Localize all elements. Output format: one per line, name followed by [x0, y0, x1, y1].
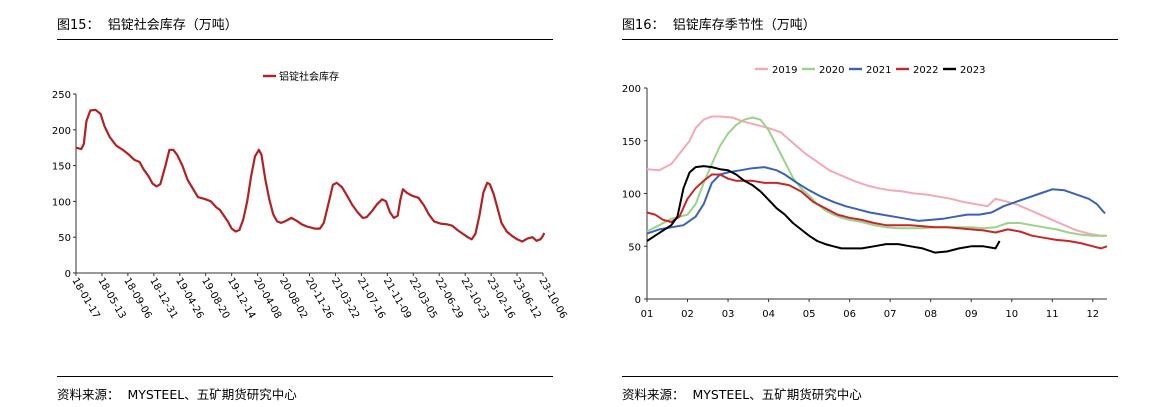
- legend-label: 2022: [913, 65, 938, 76]
- series-line: [646, 173, 1108, 250]
- title-rule: [622, 39, 1118, 40]
- legend-label: 2023: [960, 65, 985, 76]
- x-tick-label: 06: [843, 309, 856, 320]
- y-tick-label: 150: [622, 137, 641, 148]
- series-line: [646, 166, 1106, 235]
- y-tick-label: 0: [635, 295, 641, 306]
- source-rule: [622, 376, 1118, 377]
- legend-label: 2019: [772, 65, 797, 76]
- chart-panel-right: 图16： 铝锭库存季节性（万吨） 0 50 100 150 200 01 02 03 04 05 0…: [622, 0, 1118, 407]
- y-tick-label: 200: [622, 84, 641, 95]
- x-tick-label: 03: [722, 309, 735, 320]
- x-tick-label: 08: [924, 309, 937, 320]
- y-tick-label: 0: [65, 269, 71, 280]
- legend-label: 2021: [866, 65, 891, 76]
- y-tick-label: 150: [52, 162, 71, 173]
- y-tick-label: 200: [52, 126, 71, 137]
- x-tick-label: 05: [803, 309, 816, 320]
- x-tick-label: 12: [1086, 309, 1099, 320]
- y-tick-label: 50: [58, 233, 71, 244]
- x-tick-label: 02: [681, 309, 694, 320]
- legend-label: 铝锭社会库存: [279, 70, 339, 83]
- legend-label: 2020: [819, 65, 844, 76]
- series-line: [75, 108, 546, 243]
- x-tick-label: 11: [1046, 309, 1059, 320]
- source-note: 资料来源： MYSTEEL、五矿期货研究中心: [57, 387, 297, 402]
- x-tick-label: 04: [762, 309, 775, 320]
- figure-title: 图15： 铝锭社会库存（万吨）: [57, 18, 238, 33]
- y-tick-label: 100: [622, 190, 641, 201]
- series-line: [646, 165, 1001, 254]
- figure-title: 图16： 铝锭库存季节性（万吨）: [622, 18, 816, 33]
- inventory-chart: 05010015020025018-01-1718-05-1318-09-061…: [52, 70, 569, 321]
- x-tick-label: 09: [965, 309, 978, 320]
- series-line: [646, 116, 1107, 237]
- y-tick-label: 100: [52, 197, 71, 208]
- y-tick-label: 250: [52, 90, 71, 101]
- seasonal-chart: 0 50 100 150 200 01 02 03 04 05 06 07 08 09 10 11 12 2019…: [622, 65, 1108, 320]
- x-tick-label: 01: [641, 309, 654, 320]
- chart-panel-left: 图15： 铝锭社会库存（万吨） 0 50 100 150 200 250 18-01-17 1…: [52, 0, 569, 407]
- series-line: [646, 115, 1107, 237]
- title-rule: [57, 39, 553, 40]
- x-tick-label: 07: [884, 309, 897, 320]
- source-note: 资料来源： MYSTEEL、五矿期货研究中心: [622, 387, 862, 402]
- y-tick-label: 50: [628, 242, 641, 253]
- x-tick-label: 10: [1005, 309, 1018, 320]
- source-rule: [57, 376, 553, 377]
